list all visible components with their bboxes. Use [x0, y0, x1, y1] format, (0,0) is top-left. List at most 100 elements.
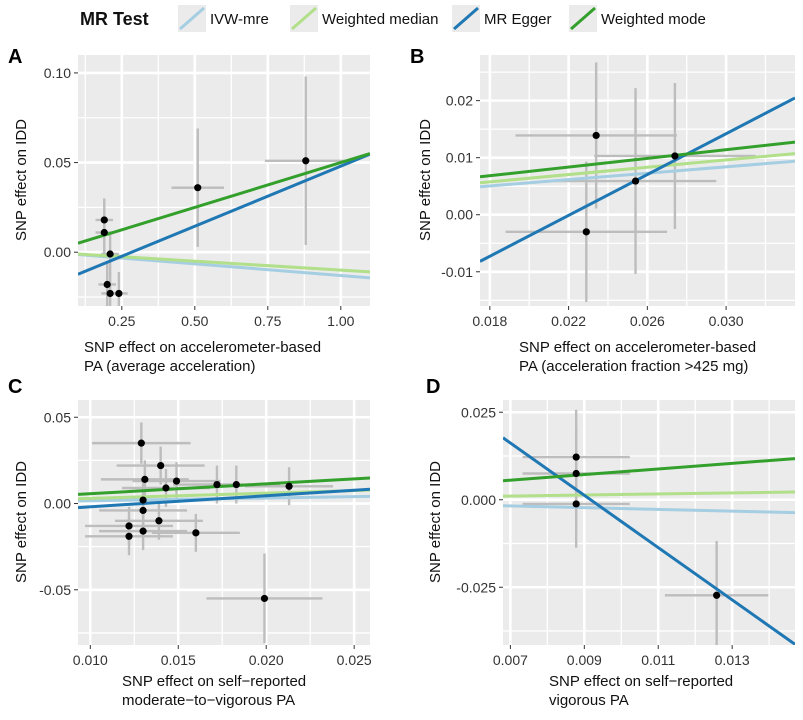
panel-c-x-tick-label: 0.010: [73, 652, 108, 668]
panel-a-point-1: [100, 228, 108, 237]
panel-d-x-tick-label: 0.013: [715, 652, 750, 668]
legend-ivw-mre-swatch: [179, 6, 205, 31]
panel-d-data-layer: [503, 409, 795, 645]
panel-c-y-tick-label: 0.05: [44, 409, 71, 425]
panel-d-y-tick-label: 0.000: [461, 492, 496, 508]
panel-b-point-0: [592, 131, 600, 140]
panel-d-y-axis-title: SNP effect on IDD: [427, 461, 444, 583]
panel-b-y-tick-label: -0.01: [441, 264, 473, 280]
panel-c-point-11: [125, 522, 133, 530]
panel-a-point-7: [302, 157, 310, 165]
panel-a-mr-egger-line: [78, 152, 370, 276]
legend-mr-egger-entry: MR Egger: [452, 5, 552, 32]
panel-c-weighted-mode-line: [78, 476, 370, 496]
panel-c-point-4: [162, 484, 170, 492]
panel-c-point-5: [213, 480, 221, 489]
panel-b-y-tick-label: 0.02: [446, 93, 473, 109]
panel-b-weighted-mode-line: [480, 140, 795, 179]
panel-c-letter: C: [8, 376, 22, 398]
panel-c-x-tick-label: 0.020: [249, 652, 284, 668]
panel-b-letter: B: [410, 46, 424, 68]
panel-a-x-axis-title-line-2: PA (average acceleration): [84, 358, 255, 375]
panel-c-y-axis-title: SNP effect on IDD: [13, 461, 30, 583]
panel-a-point-3: [103, 280, 111, 289]
panel-a-data-layer: [78, 76, 370, 306]
panel-a-x-tick-label: 0.50: [181, 313, 208, 329]
panel-c-x-tick-label: 0.015: [161, 652, 196, 668]
panel-a-x-tick-label: 1.00: [327, 313, 354, 329]
panel-d-ivw-mre-line: [503, 504, 795, 515]
panel-a-x-axis-title-line-1: SNP effect on accelerometer-based: [84, 339, 321, 356]
panel-d-x-tick-label: 0.009: [567, 652, 602, 668]
panel-c-x-axis-title-line-2: moderate−to−vigorous PA: [122, 692, 295, 709]
panel-b-x-axis-title-line-2: PA (acceleration fraction >425 mg): [519, 358, 748, 375]
panel-b-point-1: [582, 228, 590, 236]
panel-b-y-axis-title: SNP effect on IDD: [417, 119, 434, 241]
panel-b-point-2: [631, 177, 640, 185]
panel-c-point-0: [137, 439, 145, 447]
panel-a-y-tick-label: 0.10: [44, 65, 71, 81]
panel-a-weighted-mode-line: [78, 152, 370, 245]
panel-b-x-axis-title-line-1: SNP effect on accelerometer-based: [519, 339, 756, 356]
panel-c-data-layer: [78, 422, 370, 644]
panel-b: B 0.018 0.022 0.026 0.030 -0.01 0.00 0.01 0.02 SN…: [410, 46, 795, 375]
panel-b-y-tick-label: 0.00: [446, 207, 473, 223]
panel-b-data-layer: [480, 62, 795, 303]
panel-b-x-tick-label: 0.030: [709, 313, 744, 329]
panel-d-mr-egger-line: [503, 436, 795, 645]
panel-b-point-3: [671, 152, 679, 160]
panel-a-point-0: [100, 216, 108, 224]
panel-d-x-tick-label: 0.011: [641, 652, 675, 668]
panels: A 0.25 0.50 0.75 1.00 0.00 0.05 0.10 SNP effect …: [8, 46, 795, 709]
panel-d-y-tick-label: -0.025: [456, 579, 496, 595]
panel-a-letter: A: [8, 46, 22, 68]
panel-c-y-tick-label: -0.05: [39, 582, 71, 598]
panel-b-x-tick-label: 0.026: [630, 313, 665, 329]
panel-a-x-tick-label: 0.75: [254, 313, 281, 329]
panel-c-point-14: [192, 529, 200, 537]
panel-d-grid: [503, 400, 795, 645]
panel-c-mr-egger-line: [78, 487, 370, 510]
panel-c-y-tick-label: 0.00: [44, 496, 71, 512]
panel-d-x-axis-title-line-2: vigorous PA: [549, 692, 629, 709]
panel-c-x-axis-title-line-1: SNP effect on self−reported: [122, 673, 306, 690]
panel-c-plot-area: [78, 400, 370, 645]
panel-d-weighted-mode-line: [503, 457, 795, 483]
panel-a-x-tick-label: 0.25: [108, 313, 135, 329]
panel-d-point-3: [713, 591, 721, 599]
panel-d-x-tick-label: 0.007: [493, 652, 528, 668]
panel-c-grid: [78, 400, 370, 645]
panel-c-point-15: [260, 594, 269, 603]
panel-d-point-0: [572, 453, 580, 461]
legend-weighted-mode-swatch: [570, 6, 596, 31]
panel-b-x-tick-label: 0.018: [472, 313, 507, 329]
panel-c-point-13: [125, 532, 133, 540]
panel-c-x-tick-label: 0.025: [337, 652, 372, 668]
legend-ivw-mre-label: IVW-mre: [210, 11, 269, 28]
panel-d-x-axis-title-line-1: SNP effect on self−reported: [549, 673, 733, 690]
panel-b-y-tick-label: 0.01: [446, 150, 473, 166]
panel-a-point-6: [194, 184, 202, 192]
legend-mr-egger-swatch: [453, 6, 479, 31]
panel-c: C 0.010 0.015 0.020 0.025 -0.05 0.00 0.05 SNP ef…: [8, 376, 372, 709]
panel-d: D 0.007 0.009 0.011 0.013 -0.025 0.000 0.025 SNP…: [426, 376, 795, 709]
panel-c-point-6: [232, 480, 240, 489]
panel-a-y-tick-label: 0.05: [44, 155, 71, 171]
legend-weighted-mode-label: Weighted mode: [601, 11, 706, 28]
legend-weighted-median-entry: Weighted median: [290, 5, 438, 32]
panel-c-point-1: [157, 461, 165, 470]
panel-c-point-2: [141, 475, 149, 483]
panel-d-point-1: [572, 469, 580, 478]
panel-d-plot-area: [503, 400, 795, 645]
panel-d-letter: D: [426, 376, 440, 398]
legend-ivw-mre-entry: IVW-mre: [178, 5, 269, 32]
panel-d-point-2: [572, 500, 580, 508]
panel-c-point-7: [285, 482, 293, 490]
panel-a-point-2: [106, 250, 114, 258]
panel-a-weighted-median-line: [78, 252, 370, 274]
panel-d-y-tick-label: 0.025: [461, 404, 496, 420]
panel-a-y-axis-title: SNP effect on IDD: [13, 119, 30, 241]
panel-c-point-3: [172, 477, 181, 485]
legend-weighted-median-swatch: [291, 6, 317, 31]
